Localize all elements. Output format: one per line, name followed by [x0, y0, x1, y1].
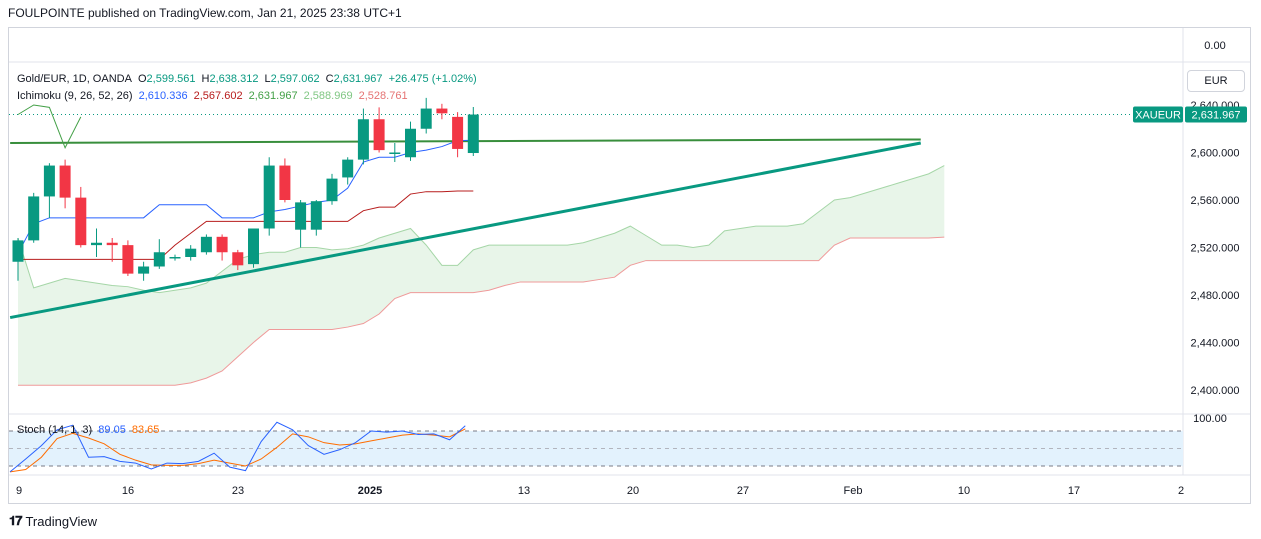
candle-body [59, 165, 71, 198]
legend-open: 2,599.561 [146, 73, 196, 85]
candle-body [310, 201, 322, 230]
ichimoku-lagging-span [17, 104, 82, 149]
tradingview-logo-icon: 𝟏𝟕 [9, 513, 23, 528]
legend-main: Gold/EUR, 1D, OANDA O2,599.561 H2,638.31… [17, 73, 480, 85]
time-tick-label: 23 [232, 485, 244, 497]
ichimoku-v2: 2,567.602 [193, 90, 243, 102]
time-tick-label: 17 [1068, 485, 1080, 497]
time-tick-label: 20 [627, 485, 639, 497]
legend-ichimoku: Ichimoku (9, 26, 52, 26) 2,610.336 2,567… [17, 90, 411, 102]
legend-h-label: H [201, 73, 210, 85]
price-tick-label: 2,560.000 [1191, 195, 1240, 207]
price-tick-label: 2,480.000 [1191, 290, 1240, 302]
stoch-axis-label: 100.00 [1193, 413, 1227, 425]
candle-body [436, 108, 448, 114]
candle-body [75, 197, 87, 246]
ichimoku-v5: 2,528.761 [358, 90, 408, 102]
candle-body [138, 266, 150, 274]
candle-body [248, 228, 259, 265]
ichimoku-kijun [18, 190, 474, 260]
legend-o-label: O [137, 73, 147, 85]
candle-body [169, 257, 181, 259]
legend-l-label: L [264, 73, 271, 85]
candle-body [106, 242, 118, 246]
price-tick-label: 2,440.000 [1191, 338, 1240, 350]
candle-body [405, 128, 416, 158]
ichimoku-tenkan [17, 139, 474, 254]
price-tick-label: 2,600.000 [1191, 148, 1240, 160]
candle-body [389, 152, 401, 154]
candle-body [216, 236, 228, 253]
candle-body [263, 165, 275, 229]
candle-body [12, 240, 24, 262]
time-tick-label: 10 [958, 485, 970, 497]
stoch-d-line [9, 428, 466, 473]
stoch-name: Stoch (14, 1, 3) [17, 424, 93, 436]
price-badge: 2,631.967 [1192, 110, 1241, 122]
resistance-line [10, 138, 921, 144]
candle-body [420, 108, 432, 129]
price-axis-top-label: 0.00 [1204, 40, 1225, 52]
price-tick-label: 2,400.000 [1191, 385, 1240, 397]
legend-high: 2,638.312 [209, 73, 259, 85]
ichimoku-span-a [17, 165, 945, 294]
candle-body [373, 119, 385, 151]
candle-body [185, 248, 197, 257]
time-tick-label: 9 [16, 485, 22, 497]
legend-c-label: C [325, 73, 334, 85]
ichimoku-v1: 2,610.336 [138, 90, 188, 102]
symbol-badge: XAUEUR [1135, 110, 1181, 122]
legend-stoch: Stoch (14, 1, 3) 89.05 83.65 [17, 424, 162, 436]
time-tick-label: Feb [844, 485, 863, 497]
time-tick-label: 2025 [358, 485, 382, 497]
ichimoku-cloud [18, 165, 945, 386]
publish-header: FOULPOINTE published on TradingView.com,… [8, 6, 402, 20]
candle-body [232, 252, 244, 266]
tradingview-logo-text: TradingView [25, 513, 98, 529]
legend-close: 2,631.967 [333, 73, 383, 85]
candle-body [153, 252, 165, 267]
symbol-badge-bg [1133, 106, 1183, 123]
chart-frame [8, 27, 1251, 504]
ascending-trendline [9, 141, 922, 320]
candle-body [122, 245, 134, 274]
candle-body [295, 202, 307, 230]
candle-body [28, 196, 40, 241]
time-tick-label: 13 [518, 485, 530, 497]
currency-button[interactable]: EUR [1187, 70, 1245, 92]
candle-body [43, 165, 55, 197]
candle-body [342, 159, 354, 178]
time-tick-label: 16 [122, 485, 134, 497]
price-tick-label: 2,520.000 [1191, 243, 1240, 255]
ichimoku-span-b [18, 236, 945, 386]
candle-body [467, 114, 479, 154]
candle-body [452, 116, 464, 149]
time-tick-label: 2 [1178, 485, 1184, 497]
stoch-k-value: 89.05 [98, 424, 126, 436]
candle-body [326, 178, 338, 202]
candle-body [279, 165, 291, 200]
candle-body [200, 236, 212, 253]
price-badge-bg [1185, 106, 1247, 123]
legend-symbol: Gold/EUR, 1D, OANDA [17, 73, 132, 85]
candle-body [91, 242, 102, 246]
tradingview-logo[interactable]: 𝟏𝟕 TradingView [9, 513, 97, 529]
stoch-k-line [9, 421, 466, 473]
ichimoku-v4: 2,588.969 [303, 90, 353, 102]
legend-low: 2,597.062 [270, 73, 320, 85]
stoch-d-value: 83.65 [131, 424, 160, 436]
candle-body [357, 119, 369, 160]
ichimoku-name: Ichimoku (9, 26, 52, 26) [17, 90, 133, 102]
time-tick-label: 27 [737, 485, 749, 497]
ichimoku-v3: 2,631.967 [248, 90, 298, 102]
legend-change: +26.475 (+1.02%) [388, 73, 477, 85]
